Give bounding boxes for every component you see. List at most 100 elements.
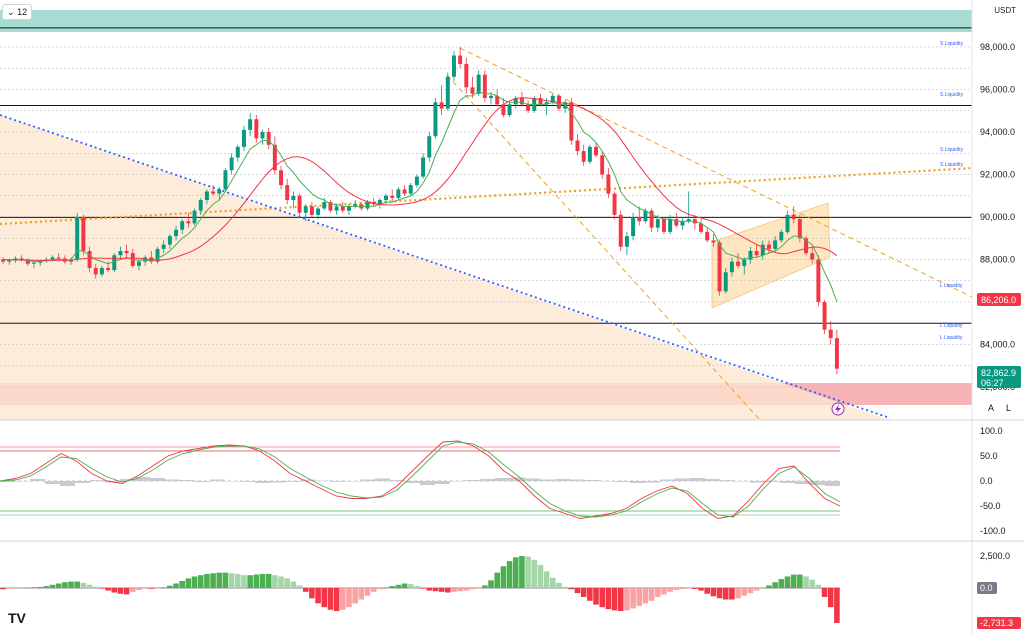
candle-body: [464, 64, 469, 88]
histogram-bar: [426, 588, 433, 591]
candle-body: [198, 200, 203, 211]
price-grid: [0, 27, 972, 388]
candle-body: [674, 219, 679, 226]
candle-body: [816, 259, 821, 302]
oscillator-histogram-bar: [0, 481, 15, 482]
candle-body: [340, 206, 345, 211]
oscillator-histogram-bar: [150, 478, 165, 481]
oscillator-histogram-bar: [420, 481, 435, 485]
candle-body: [186, 221, 191, 224]
liquidity-label: S Liquidity: [940, 92, 964, 98]
liquidity-labels: S Liquidity S Liquidity S Liquidity S Liqui…: [940, 41, 964, 341]
candle-body: [1, 259, 6, 262]
oscillator-histogram-bar: [480, 479, 495, 481]
oscillator-histogram-bar: [555, 479, 570, 481]
histogram-bar: [593, 588, 599, 605]
oscillator-histogram-bar: [465, 480, 480, 481]
histogram-bar: [494, 572, 500, 588]
candle-body: [248, 119, 253, 130]
histogram-bar: [587, 588, 593, 601]
histogram-bar: [364, 588, 371, 596]
histogram-bar: [537, 564, 544, 588]
countdown-label: 06:27: [981, 378, 1004, 388]
histogram-bar: [123, 588, 130, 595]
log-scale-button[interactable]: L: [1006, 403, 1012, 413]
candle-body: [810, 253, 815, 260]
candle-body: [266, 132, 271, 145]
histogram-bar: [136, 588, 142, 590]
histogram-bar: [753, 588, 760, 591]
candle-body: [322, 202, 327, 209]
histogram-bar: [407, 584, 414, 588]
trend-lines: [0, 47, 973, 421]
oscillator-pane: [0, 440, 841, 519]
oscillator-axis[interactable]: 100.0 50.0 0.0 -50.0 -100.0: [980, 426, 1006, 536]
histogram-bar: [321, 588, 328, 608]
candle-body: [75, 217, 80, 260]
histogram-bar: [0, 588, 6, 590]
oscillator-histogram-bar: [210, 479, 225, 481]
oscillator-histogram-bar: [285, 481, 300, 482]
histogram-bar: [488, 580, 494, 588]
candle-body: [600, 155, 605, 175]
histogram-bar: [667, 588, 673, 592]
liquidity-label: L Liquidity: [940, 335, 963, 341]
oscillator-histogram-bar: [450, 481, 465, 482]
histogram-bar: [401, 583, 408, 588]
histogram-bar: [191, 576, 198, 588]
histogram-bar: [111, 588, 118, 593]
candle-body: [680, 221, 685, 226]
histogram-bar: [531, 559, 538, 588]
timeframe-button[interactable]: ⌄ 12: [2, 4, 33, 20]
candle-body: [204, 191, 209, 200]
histogram-bar: [747, 588, 754, 594]
ema-slow-line: [3, 97, 838, 261]
oscillator-tick-label: 50.0: [980, 451, 998, 461]
histogram-bar: [370, 588, 377, 592]
histogram-bar: [43, 586, 50, 588]
candle-body: [303, 206, 308, 213]
oscillator-histogram-bar: [90, 480, 105, 481]
candle-body: [723, 272, 728, 292]
candle-body: [87, 251, 92, 268]
histogram-bar: [766, 585, 772, 588]
histogram-bar: [86, 584, 93, 588]
oscillator-histogram-bar: [540, 479, 555, 481]
candle-body: [180, 221, 185, 230]
candle-body: [513, 98, 518, 105]
histogram-bar: [617, 588, 624, 612]
histogram-axis[interactable]: 2,500.0 0.0 -2,731.3: [977, 551, 1021, 629]
candle-body: [396, 189, 401, 198]
candle-body: [229, 157, 234, 171]
wedge-lower-line: [446, 74, 761, 421]
price-axis[interactable]: 98,000.0 96,000.0 94,000.0 92,000.0 90,000.0…: [980, 42, 1015, 392]
candle-body: [112, 255, 117, 271]
histogram-bar: [74, 581, 80, 588]
candle-body: [31, 262, 36, 264]
oscillator-histogram-bar: [615, 481, 630, 482]
histogram-bar: [290, 581, 297, 588]
candle-body: [254, 119, 259, 139]
histogram-bar: [105, 588, 111, 591]
oscillator-histogram-bar: [165, 479, 180, 481]
candle-body: [118, 251, 123, 256]
oscillator-histogram-bar: [330, 481, 345, 482]
candle-body: [742, 259, 747, 266]
candle-body: [612, 193, 617, 215]
auto-scale-button[interactable]: A: [988, 403, 995, 413]
oscillator-histogram-bar: [195, 481, 210, 482]
liquidity-label: S Liquidity: [940, 147, 964, 153]
candle-body: [705, 231, 710, 241]
histogram-bar: [821, 588, 828, 597]
oscillator-histogram-bar: [435, 481, 450, 484]
candle-body: [174, 229, 179, 237]
candle-body: [563, 102, 568, 109]
candle-body: [550, 95, 555, 103]
candle-body: [56, 257, 61, 259]
price-tick-label: 92,000.0: [980, 170, 1015, 180]
candle-body: [7, 260, 12, 262]
histogram-bar: [550, 577, 556, 588]
histogram-bar: [741, 588, 748, 596]
candle-body: [124, 251, 129, 254]
